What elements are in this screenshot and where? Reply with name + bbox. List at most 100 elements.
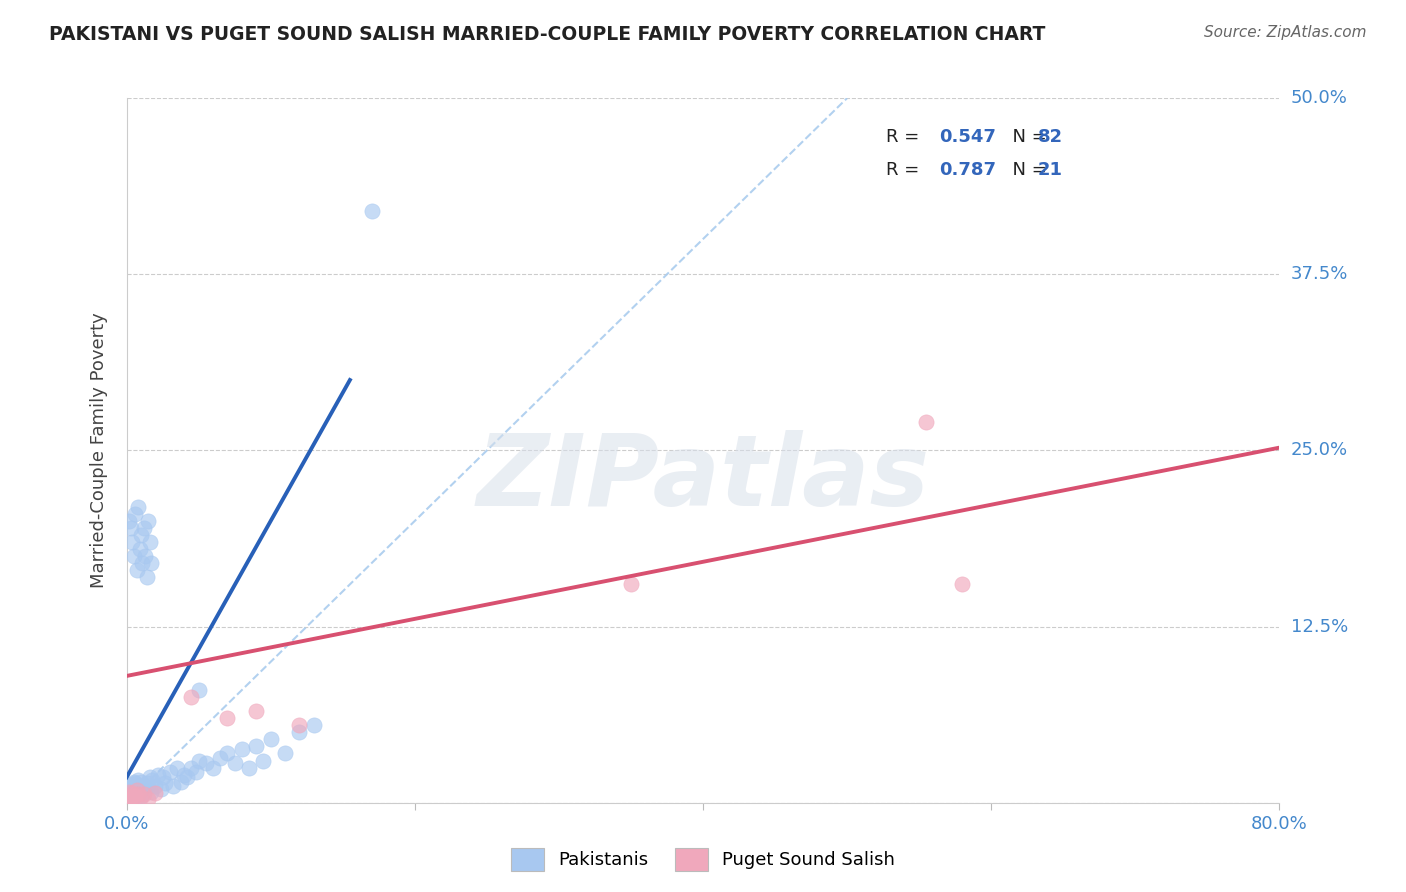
Point: [129, 789, 152, 803]
Point: [152, 771, 174, 785]
Point: [128, 781, 150, 796]
Point: [117, 793, 139, 807]
Point: [915, 415, 938, 429]
Text: 82: 82: [1038, 128, 1063, 146]
Point: [136, 780, 159, 795]
Point: [274, 747, 297, 761]
Point: [184, 764, 207, 779]
Point: [302, 718, 325, 732]
Point: [118, 514, 141, 528]
Point: [121, 786, 143, 800]
Point: [950, 577, 973, 591]
Point: [127, 773, 149, 788]
Text: Source: ZipAtlas.com: Source: ZipAtlas.com: [1204, 25, 1367, 40]
Point: [187, 754, 209, 768]
Point: [117, 784, 139, 798]
Point: [145, 779, 166, 793]
Point: [132, 788, 155, 802]
Point: [202, 760, 225, 774]
Point: [129, 774, 152, 789]
Point: [129, 528, 152, 542]
Text: R =: R =: [886, 128, 925, 146]
Point: [194, 756, 217, 771]
Text: 0.787: 0.787: [939, 161, 995, 179]
Point: [120, 788, 142, 802]
Point: [180, 690, 202, 705]
Point: [120, 790, 142, 805]
Point: [132, 779, 155, 793]
Text: 0.547: 0.547: [939, 128, 995, 146]
Point: [124, 783, 146, 797]
Point: [121, 777, 143, 791]
Point: [118, 784, 141, 798]
Point: [122, 780, 145, 795]
Point: [117, 789, 139, 803]
Text: ZIPatlas: ZIPatlas: [477, 430, 929, 527]
Point: [135, 776, 157, 790]
Point: [118, 786, 141, 800]
Y-axis label: Married-Couple Family Poverty: Married-Couple Family Poverty: [90, 312, 108, 589]
Point: [166, 760, 188, 774]
Point: [150, 781, 173, 796]
Point: [139, 784, 162, 798]
Point: [139, 556, 162, 570]
Text: R =: R =: [886, 161, 925, 179]
Point: [245, 704, 267, 718]
Point: [125, 779, 148, 793]
Text: N =: N =: [1001, 161, 1052, 179]
Point: [620, 577, 643, 591]
Point: [134, 783, 156, 797]
Point: [187, 683, 209, 698]
Point: [124, 776, 146, 790]
Point: [141, 773, 163, 788]
Point: [138, 535, 160, 549]
Point: [145, 786, 166, 800]
Point: [124, 789, 146, 803]
Text: 12.5%: 12.5%: [1291, 617, 1348, 636]
Point: [173, 767, 195, 781]
Text: 37.5%: 37.5%: [1291, 265, 1348, 284]
Point: [117, 788, 139, 802]
Text: 21: 21: [1038, 161, 1063, 179]
Point: [170, 774, 193, 789]
Point: [117, 781, 139, 796]
Point: [360, 203, 382, 218]
Point: [159, 764, 181, 779]
Point: [252, 754, 274, 768]
Point: [224, 756, 246, 771]
Legend: Pakistanis, Puget Sound Salish: Pakistanis, Puget Sound Salish: [503, 840, 903, 879]
Point: [288, 725, 311, 739]
Point: [136, 791, 159, 805]
Point: [118, 790, 141, 805]
Point: [124, 507, 146, 521]
Point: [238, 760, 260, 774]
Point: [155, 776, 177, 790]
Point: [120, 790, 142, 805]
Point: [118, 791, 141, 805]
Point: [217, 747, 239, 761]
Point: [117, 789, 139, 803]
Point: [125, 788, 148, 802]
Point: [231, 742, 253, 756]
Point: [134, 549, 156, 564]
Point: [127, 788, 149, 802]
Point: [288, 718, 311, 732]
Point: [245, 739, 267, 754]
Point: [136, 514, 159, 528]
Point: [125, 783, 148, 797]
Point: [127, 500, 149, 514]
Point: [120, 779, 142, 793]
Point: [117, 791, 139, 805]
Point: [217, 711, 239, 725]
Point: [125, 563, 148, 577]
Point: [118, 783, 141, 797]
Text: 50.0%: 50.0%: [1291, 89, 1347, 107]
Point: [131, 786, 153, 800]
Point: [122, 549, 145, 564]
Point: [127, 784, 149, 798]
Point: [121, 535, 143, 549]
Text: 25.0%: 25.0%: [1291, 442, 1348, 459]
Point: [148, 767, 170, 781]
Point: [122, 791, 145, 805]
Point: [118, 793, 141, 807]
